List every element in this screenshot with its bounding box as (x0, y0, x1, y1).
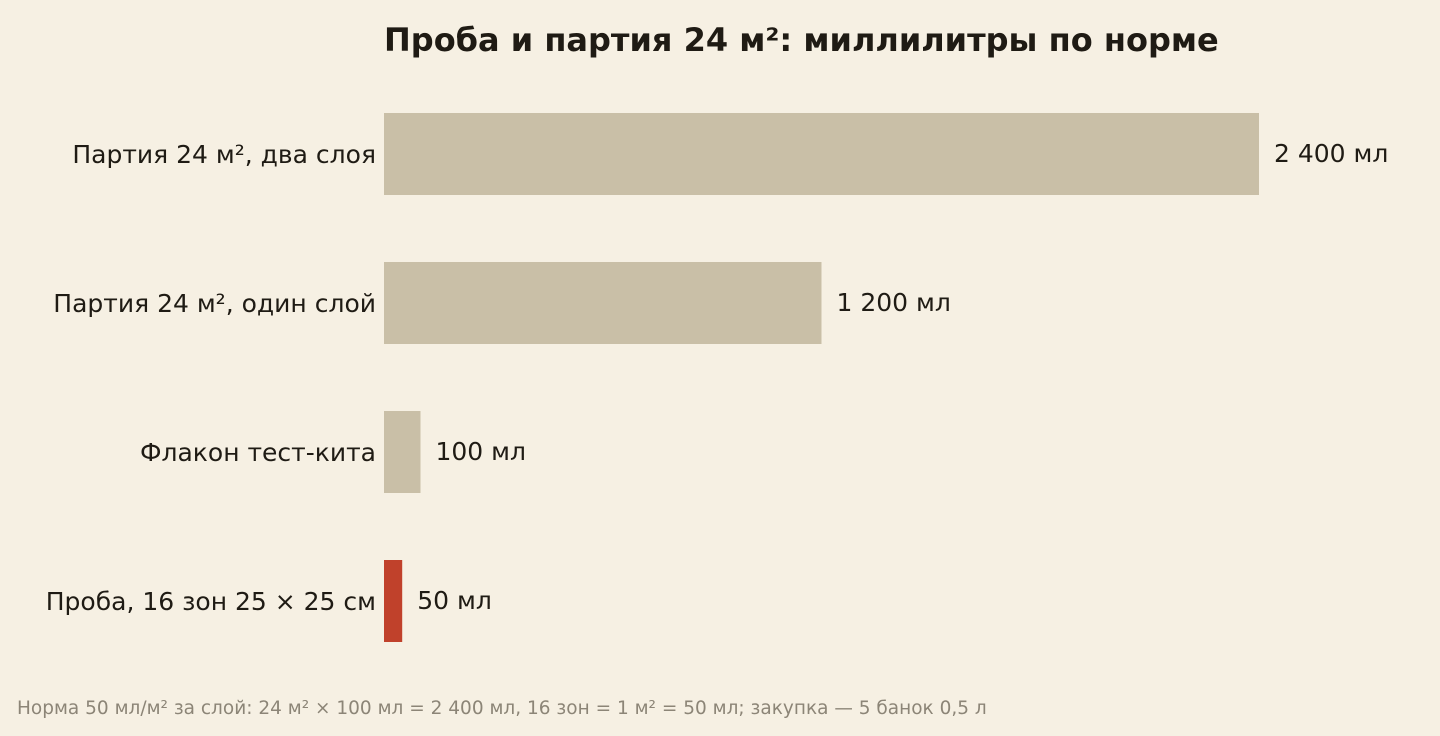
chart-title: Проба и партия 24 м²: миллилитры по норм… (384, 21, 1219, 59)
bar-2 (384, 262, 822, 344)
bar-3 (384, 411, 421, 493)
category-label-1: Партия 24 м², два слоя (72, 140, 376, 169)
category-label-3: Флакон тест-кита (140, 438, 376, 467)
category-label-4: Проба, 16 зон 25 × 25 см (46, 587, 376, 616)
value-label-3: 100 мл (435, 437, 526, 466)
value-label-2: 1 200 мл (837, 288, 951, 317)
bar-4 (384, 560, 403, 642)
category-label-2: Партия 24 м², один слой (53, 289, 376, 318)
value-label-1: 2 400 мл (1274, 139, 1388, 168)
bars-group: Партия 24 м², два слоя 2 400 мл Партия 24 … (46, 113, 1388, 642)
value-label-4: 50 мл (417, 586, 492, 615)
bar-1 (384, 113, 1259, 195)
chart-footnote: Норма 50 мл/м² за слой: 24 м² × 100 мл =… (17, 698, 987, 719)
